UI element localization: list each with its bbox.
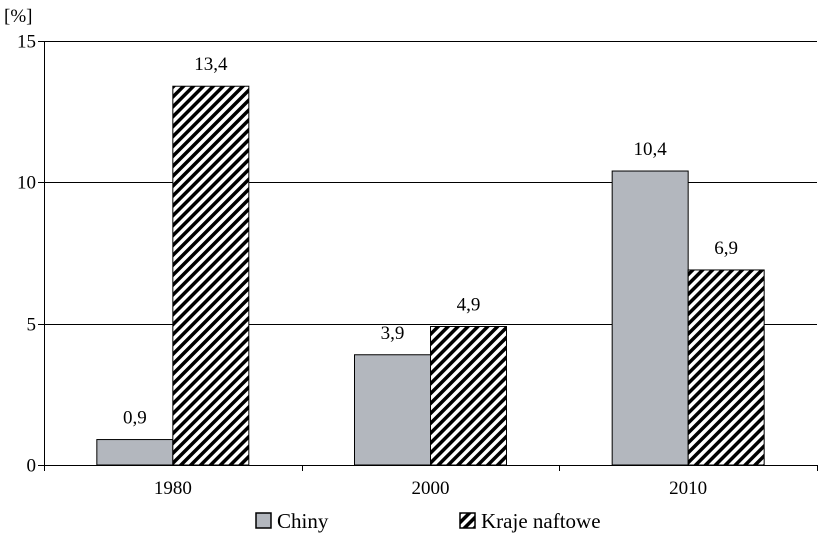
data-label: 3,9 bbox=[381, 323, 405, 344]
legend: Chiny Kraje naftowe bbox=[255, 509, 601, 533]
bar-kraje-naftowe-2010 bbox=[687, 269, 765, 466]
legend-label: Kraje naftowe bbox=[481, 509, 601, 533]
x-tick-label: 2010 bbox=[669, 478, 707, 499]
y-tick-label: 10 bbox=[17, 173, 36, 194]
data-labels: 0,9 13,4 3,9 4,9 10,4 6,9 bbox=[123, 54, 738, 428]
data-label: 10,4 bbox=[634, 139, 668, 160]
y-tick-label: 15 bbox=[17, 32, 36, 53]
bar-chiny-1980 bbox=[96, 439, 174, 466]
bars bbox=[96, 85, 765, 466]
x-tick-label: 2000 bbox=[412, 478, 450, 499]
data-label: 13,4 bbox=[194, 54, 228, 75]
legend-swatch bbox=[255, 512, 272, 529]
y-unit-label: [%] bbox=[4, 6, 32, 27]
y-tick-label: 0 bbox=[27, 456, 37, 477]
data-label: 0,9 bbox=[123, 408, 147, 429]
data-label: 4,9 bbox=[457, 294, 481, 315]
x-tick-label: 1980 bbox=[154, 478, 192, 499]
y-tick-label: 5 bbox=[27, 315, 37, 336]
data-label: 6,9 bbox=[714, 238, 738, 259]
bar-kraje-naftowe-2000 bbox=[430, 325, 507, 466]
bar-chiny-2010 bbox=[611, 170, 689, 466]
legend-label: Chiny bbox=[277, 509, 329, 533]
bar-chiny-2000 bbox=[354, 354, 431, 466]
bar-kraje-naftowe-1980 bbox=[172, 85, 250, 466]
legend-swatch bbox=[459, 512, 476, 529]
axes: 0 5 10 15 [%] 1980 2000 2010 bbox=[4, 6, 818, 499]
